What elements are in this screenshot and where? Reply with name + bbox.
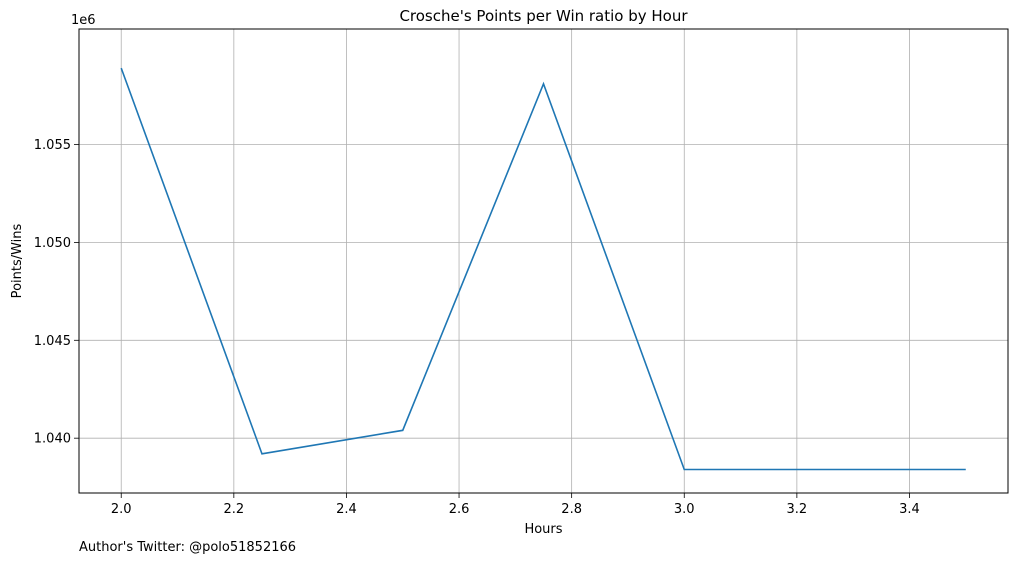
series-layer: [120, 67, 966, 471]
x-tick-label: 2.2: [223, 502, 244, 517]
x-tick-label: 2.6: [449, 502, 470, 517]
author-credit: Author's Twitter: @polo51852166: [79, 540, 296, 555]
y-tick-label: 1.045: [34, 334, 71, 349]
grid: [79, 29, 1008, 493]
x-tick-label: 3.0: [674, 502, 695, 517]
x-axis-label: Hours: [524, 522, 562, 537]
y-axis-offset-label: 1e6: [71, 13, 96, 28]
y-tick-label: 1.055: [34, 138, 71, 153]
x-tick-label: 2.4: [336, 502, 357, 517]
chart-title: Crosche's Points per Win ratio by Hour: [399, 7, 688, 25]
ticks: 2.0 2.2 2.4 2.6 2.8 3.0 3.2 3.4 1.040 1.045 1.050 1…: [34, 138, 920, 517]
plot-frame: [78, 28, 1009, 494]
x-tick-label: 3.2: [787, 502, 808, 517]
y-tick-label: 1.040: [34, 432, 71, 447]
series-line: [120, 67, 966, 471]
y-axis-label: Points/Wins: [10, 223, 25, 298]
x-tick-label: 2.8: [561, 502, 582, 517]
x-tick-label: 3.4: [899, 502, 920, 517]
y-tick-label: 1.050: [34, 236, 71, 251]
x-tick-label: 2.0: [111, 502, 132, 517]
